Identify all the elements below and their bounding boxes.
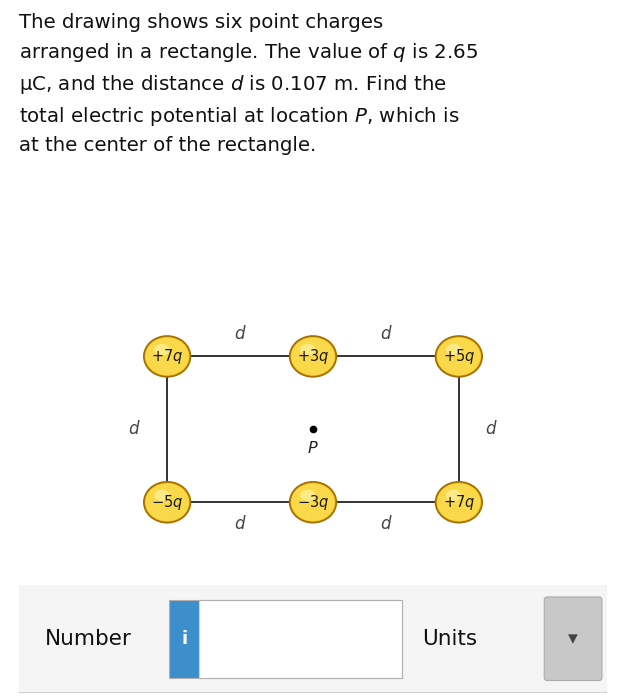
Text: The drawing shows six point charges
arranged in a rectangle. The value of $q$ is: The drawing shows six point charges arra… [19,13,478,155]
Ellipse shape [436,482,482,523]
Ellipse shape [145,337,189,375]
Ellipse shape [154,490,170,501]
Ellipse shape [291,483,335,522]
Text: ▾: ▾ [568,629,578,648]
Ellipse shape [300,344,316,356]
Text: Units: Units [422,629,477,649]
Ellipse shape [144,336,190,377]
Ellipse shape [290,482,336,523]
Text: $+5q$: $+5q$ [443,347,475,366]
Ellipse shape [436,336,482,377]
Ellipse shape [437,483,481,522]
Ellipse shape [144,482,190,523]
Text: $d$: $d$ [485,420,498,438]
Text: $+3q$: $+3q$ [297,347,329,366]
FancyBboxPatch shape [200,600,403,678]
Text: $d$: $d$ [128,420,141,438]
Ellipse shape [300,490,316,501]
Ellipse shape [437,337,481,375]
Ellipse shape [291,337,335,375]
Ellipse shape [154,344,170,356]
Ellipse shape [145,483,189,522]
Text: $+7q$: $+7q$ [443,493,475,512]
Text: $d$: $d$ [379,326,393,343]
FancyBboxPatch shape [169,600,200,678]
Text: $+7q$: $+7q$ [151,347,183,366]
Text: i: i [181,630,187,648]
Text: $d$: $d$ [379,515,393,533]
Text: Number: Number [45,629,132,649]
Text: $-5q$: $-5q$ [151,493,183,512]
Ellipse shape [290,336,336,377]
FancyBboxPatch shape [17,584,609,693]
Text: $P$: $P$ [307,440,319,456]
Ellipse shape [446,490,461,501]
Ellipse shape [446,344,461,356]
Text: $-3q$: $-3q$ [297,493,329,512]
Text: $d$: $d$ [233,515,247,533]
Text: $d$: $d$ [233,326,247,343]
FancyBboxPatch shape [544,597,602,680]
